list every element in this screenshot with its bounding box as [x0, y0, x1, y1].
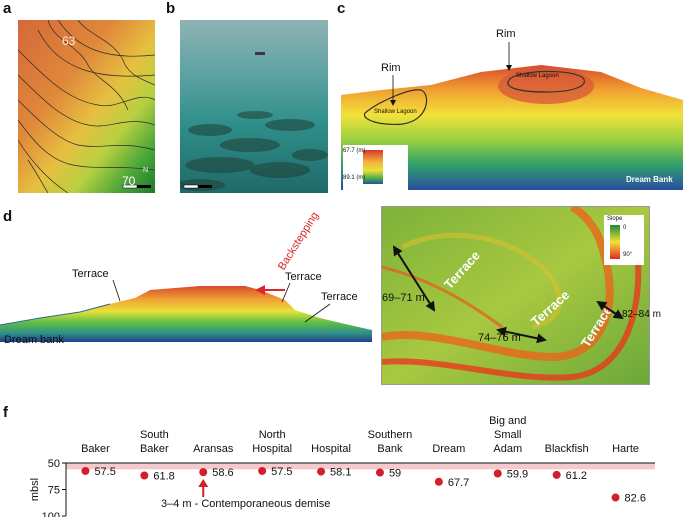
panel-d-site-label: Dream bank	[4, 334, 64, 346]
panel-c-legend-bottom: 89.1 (m)	[343, 175, 366, 181]
north-arrow-icon: N	[143, 167, 149, 174]
panel-f-annotation: 3–4 m - Contemporaneous demise	[161, 498, 331, 510]
panel-d-letter: d	[3, 208, 13, 225]
panel-d-terrace-3: Terrace	[321, 291, 358, 303]
data-point	[199, 468, 208, 477]
category-label: Blackfish	[545, 443, 589, 455]
category-label: Hospital	[252, 443, 292, 455]
panel-c-3d-bathymetry	[341, 20, 683, 190]
panel-d-terrace-1: Terrace	[72, 268, 109, 280]
panel-a-label-63: 63	[62, 34, 76, 48]
data-point	[140, 471, 149, 480]
category-label: Bank	[377, 443, 403, 455]
data-label: 67.7	[448, 477, 469, 489]
panel-d-profile	[0, 280, 372, 342]
category-label: South	[140, 429, 169, 441]
category-label: North	[259, 429, 286, 441]
panel-e-depth-3: 82–84 m	[622, 309, 661, 320]
data-label: 82.6	[625, 493, 646, 505]
panel-a-contour-map	[18, 20, 155, 193]
category-label: Southern	[368, 429, 413, 441]
y-tick-label: 50	[48, 458, 60, 470]
panel-c-rim-left: Rim	[381, 62, 401, 74]
data-point	[434, 477, 443, 486]
panel-c-rim-right: Rim	[496, 28, 516, 40]
panel-e-slope-max: 90°	[623, 252, 633, 258]
category-label: Aransas	[193, 443, 234, 455]
panel-a-letter: a	[3, 0, 12, 17]
data-label: 58.6	[212, 467, 233, 479]
category-label: Dream	[432, 443, 465, 455]
panel-b-underwater-photo	[180, 20, 328, 193]
category-label: Small	[494, 429, 522, 441]
panel-c-site-label: Dream Bank	[626, 175, 673, 184]
panel-c-lagoon-right: Shallow Lagoon	[516, 73, 559, 79]
panel-c-letter: c	[337, 0, 346, 17]
data-label: 57.5	[94, 466, 115, 478]
data-label: 61.2	[566, 470, 587, 482]
panel-f-depth-chart: 50 75 100 mbsl Baker 57.5 South Baker 61.8 Aransa…	[29, 415, 655, 517]
panel-c-legend-top: 67.7 (m)	[343, 148, 366, 154]
data-point	[611, 493, 620, 502]
data-point	[81, 466, 90, 475]
data-label: 61.8	[153, 471, 174, 483]
category-label: Adam	[493, 443, 522, 455]
data-label: 58.1	[330, 467, 351, 479]
data-label: 59.9	[507, 468, 528, 480]
y-axis-label: mbsl	[29, 478, 41, 501]
panel-e-slope-title: Slope	[607, 216, 623, 222]
data-point	[258, 466, 267, 475]
category-label: Baker	[140, 443, 169, 455]
y-tick-label: 100	[42, 511, 60, 517]
panel-c-lagoon-left: Shallow Lagoon	[374, 109, 417, 115]
annotation-arrow-head	[198, 479, 209, 487]
category-label: Hospital	[311, 443, 351, 455]
panel-f-letter: f	[3, 404, 8, 421]
data-point	[552, 470, 561, 479]
y-tick-label: 75	[48, 485, 60, 497]
data-label: 59	[389, 468, 401, 480]
shallow-band	[66, 463, 655, 470]
panel-b-letter: b	[166, 0, 176, 17]
panel-d-terrace-2: Terrace	[285, 271, 322, 283]
panel-e-depth-arrows	[392, 245, 624, 344]
panel-a-label-70: 70	[122, 174, 136, 188]
panel-e-slope-min: 0	[623, 225, 627, 231]
data-point	[493, 469, 502, 478]
category-label: Big and	[489, 415, 526, 427]
data-point	[317, 467, 326, 476]
panel-d-annotation-arrows	[112, 279, 331, 323]
data-label: 57.5	[271, 466, 292, 478]
category-label: Harte	[612, 443, 639, 455]
data-point	[375, 468, 384, 477]
category-label: Baker	[81, 443, 110, 455]
